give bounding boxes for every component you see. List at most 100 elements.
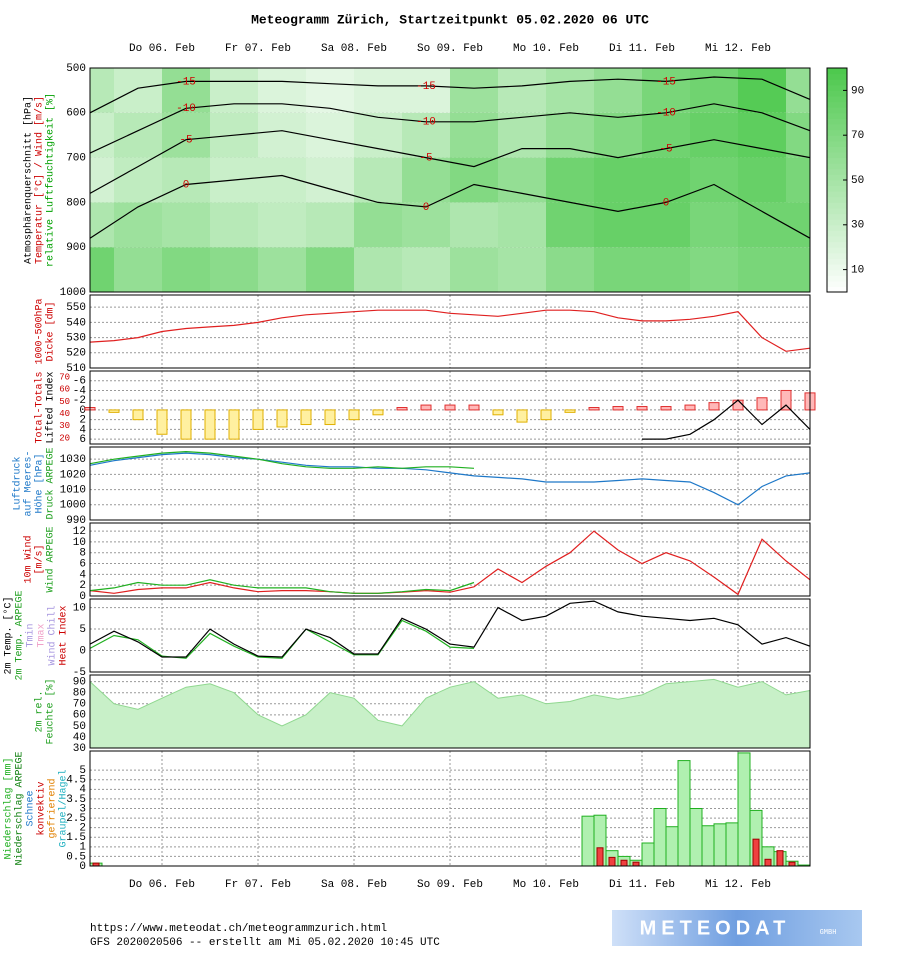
contour-label: -15 <box>176 76 196 88</box>
y-tick-label: 1030 <box>60 454 86 466</box>
colorbar-cell <box>827 258 847 265</box>
colorbar-cell <box>827 241 847 248</box>
humidity-cell <box>642 68 690 113</box>
bar <box>108 409 120 413</box>
humidity-cell <box>450 202 498 248</box>
bar <box>468 404 480 411</box>
bar <box>132 409 144 421</box>
axis-label: [m/s] <box>34 544 46 574</box>
y-tick-label: 30 <box>73 743 86 755</box>
x-tick-label: Fr 07. Feb <box>225 879 291 891</box>
contour-label: -15 <box>656 76 676 88</box>
axis-label: Niederschlag ARPEGE <box>14 751 26 865</box>
logo-box <box>612 910 862 946</box>
line <box>89 103 811 154</box>
panel-frame <box>89 674 811 749</box>
line <box>89 450 475 469</box>
y-tick-label: 990 <box>66 515 86 527</box>
colorbar-label: 70 <box>851 130 864 142</box>
y-tick-label: 2.5 <box>66 813 86 825</box>
humidity-cell <box>90 112 114 158</box>
colorbar-cell <box>827 101 847 108</box>
humidity-cell <box>546 247 594 292</box>
precip-bar <box>689 808 703 867</box>
y-tick-label: 500 <box>66 63 86 75</box>
precip-bar <box>608 856 616 867</box>
bar <box>540 409 552 421</box>
precip-bar <box>581 815 595 867</box>
x-tick-label: So 09. Feb <box>417 879 483 891</box>
contour-label: -10 <box>416 117 436 129</box>
y-tick-label: 2 <box>79 580 86 592</box>
panel-frame <box>89 598 811 673</box>
colorbar-cell <box>827 79 847 86</box>
y-tick-label: 80 <box>73 688 86 700</box>
y-tick-label: -2 <box>73 395 86 407</box>
contour-label: 0 <box>183 179 190 191</box>
humidity-cell <box>786 247 810 292</box>
y2-tick-label: 60 <box>59 385 70 395</box>
logo-sub: GMBH <box>820 929 837 937</box>
panel-frame <box>89 294 811 369</box>
colorbar-cell <box>827 112 847 119</box>
bar <box>156 409 168 435</box>
y2-tick-label: 50 <box>59 397 70 407</box>
precip-bar <box>596 847 604 867</box>
line <box>89 452 811 506</box>
bar <box>612 406 624 411</box>
y-tick-label: 6 <box>79 434 86 446</box>
y2-tick-label: 20 <box>59 433 70 443</box>
bar <box>708 402 720 411</box>
bar <box>396 407 408 411</box>
y2-tick-label: 30 <box>59 421 70 431</box>
colorbar-cell <box>827 191 847 198</box>
contour-label: -5 <box>659 144 672 156</box>
bar <box>588 407 600 411</box>
x-tick-label: Do 06. Feb <box>129 43 195 55</box>
humidity-cell <box>738 68 786 113</box>
humidity-cell <box>786 202 810 248</box>
bar <box>372 409 384 416</box>
humidity-cell <box>354 202 402 248</box>
colorbar-cell <box>827 202 847 209</box>
axis-label: Höhe [hPa] <box>34 453 46 513</box>
precip-bar <box>713 823 727 867</box>
colorbar-cell <box>827 252 847 259</box>
axis-label: 2m Temp. [°C] <box>3 596 15 674</box>
precip-bar <box>764 858 772 867</box>
humidity-cell <box>258 247 306 292</box>
y-tick-label: 60 <box>73 710 86 722</box>
colorbar-cell <box>827 264 847 271</box>
y-tick-label: 10 <box>73 602 86 614</box>
colorbar-cell <box>827 180 847 187</box>
precip-bar <box>632 861 640 867</box>
humidity-cell <box>114 112 162 158</box>
humidity-cell <box>354 68 402 113</box>
y-tick-label: -4 <box>73 385 87 397</box>
x-tick-label: So 09. Feb <box>417 43 483 55</box>
y-tick-label: 1000 <box>60 287 86 299</box>
colorbar-label: 50 <box>851 175 864 187</box>
humidity-cell <box>402 68 450 113</box>
humidity-cell <box>450 112 498 158</box>
colorbar-cell <box>827 196 847 203</box>
axis-label: Tmin <box>25 623 37 647</box>
humidity-cell <box>738 112 786 158</box>
colorbar-cell <box>827 174 847 181</box>
axis-label: Heat Index <box>58 605 70 665</box>
humidity-cell <box>690 112 738 158</box>
contour-label: -15 <box>416 81 436 93</box>
y-tick-label: 3 <box>79 803 86 815</box>
y-tick-label: 510 <box>66 363 86 375</box>
panel-frame <box>89 750 811 867</box>
colorbar-cell <box>827 168 847 175</box>
axis-label: konvektiv <box>36 781 48 835</box>
humidity-cell <box>690 247 738 292</box>
colorbar-cell <box>827 275 847 282</box>
line <box>89 619 475 659</box>
colorbar-cell <box>827 157 847 164</box>
axis-label: Atmosphärenquerschnitt [hPa] <box>23 96 35 264</box>
heatmap <box>90 68 810 292</box>
area <box>89 678 811 749</box>
